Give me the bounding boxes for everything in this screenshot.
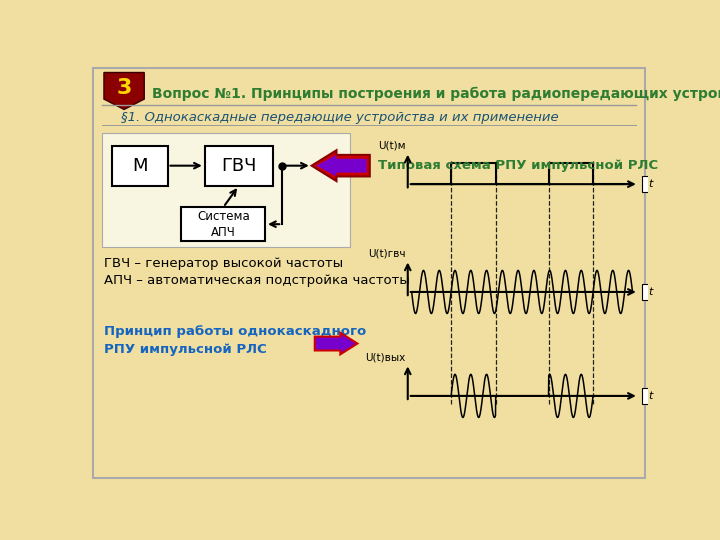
Text: U(t)гвч: U(t)гвч	[368, 248, 405, 258]
FancyArrow shape	[312, 150, 370, 181]
FancyBboxPatch shape	[204, 146, 273, 186]
FancyBboxPatch shape	[642, 388, 659, 403]
Text: 3: 3	[117, 78, 132, 98]
FancyArrow shape	[316, 155, 366, 177]
FancyBboxPatch shape	[112, 146, 168, 186]
Text: U(t)вых: U(t)вых	[365, 352, 405, 362]
Text: U(t)м: U(t)м	[378, 140, 405, 150]
Text: t: t	[648, 391, 652, 401]
Text: t: t	[648, 287, 652, 297]
Text: Система
АПЧ: Система АПЧ	[197, 210, 250, 239]
FancyBboxPatch shape	[642, 177, 659, 192]
Text: §1. Однокаскадные передающие устройства и их применение: §1. Однокаскадные передающие устройства …	[121, 111, 559, 124]
Polygon shape	[104, 72, 144, 110]
Text: t: t	[648, 179, 652, 189]
FancyBboxPatch shape	[642, 284, 659, 300]
FancyBboxPatch shape	[181, 207, 265, 241]
Text: ГВЧ: ГВЧ	[221, 157, 256, 174]
Text: Вопрос №1. Принципы построения и работа радиопередающих устройств (РПУ): Вопрос №1. Принципы построения и работа …	[152, 87, 720, 101]
Text: ГВЧ – генератор высокой частоты: ГВЧ – генератор высокой частоты	[104, 257, 343, 270]
Text: М: М	[132, 157, 148, 174]
Text: Принцип работы однокаскадного
РПУ импульсной РЛС: Принцип работы однокаскадного РПУ импуль…	[104, 325, 366, 356]
Text: АПЧ – автоматическая подстройка частоты: АПЧ – автоматическая подстройка частоты	[104, 274, 410, 287]
FancyArrow shape	[315, 333, 357, 354]
Text: Типовая схема РПУ импульсной РЛС: Типовая схема РПУ импульсной РЛС	[377, 159, 657, 172]
Bar	[102, 132, 350, 247]
